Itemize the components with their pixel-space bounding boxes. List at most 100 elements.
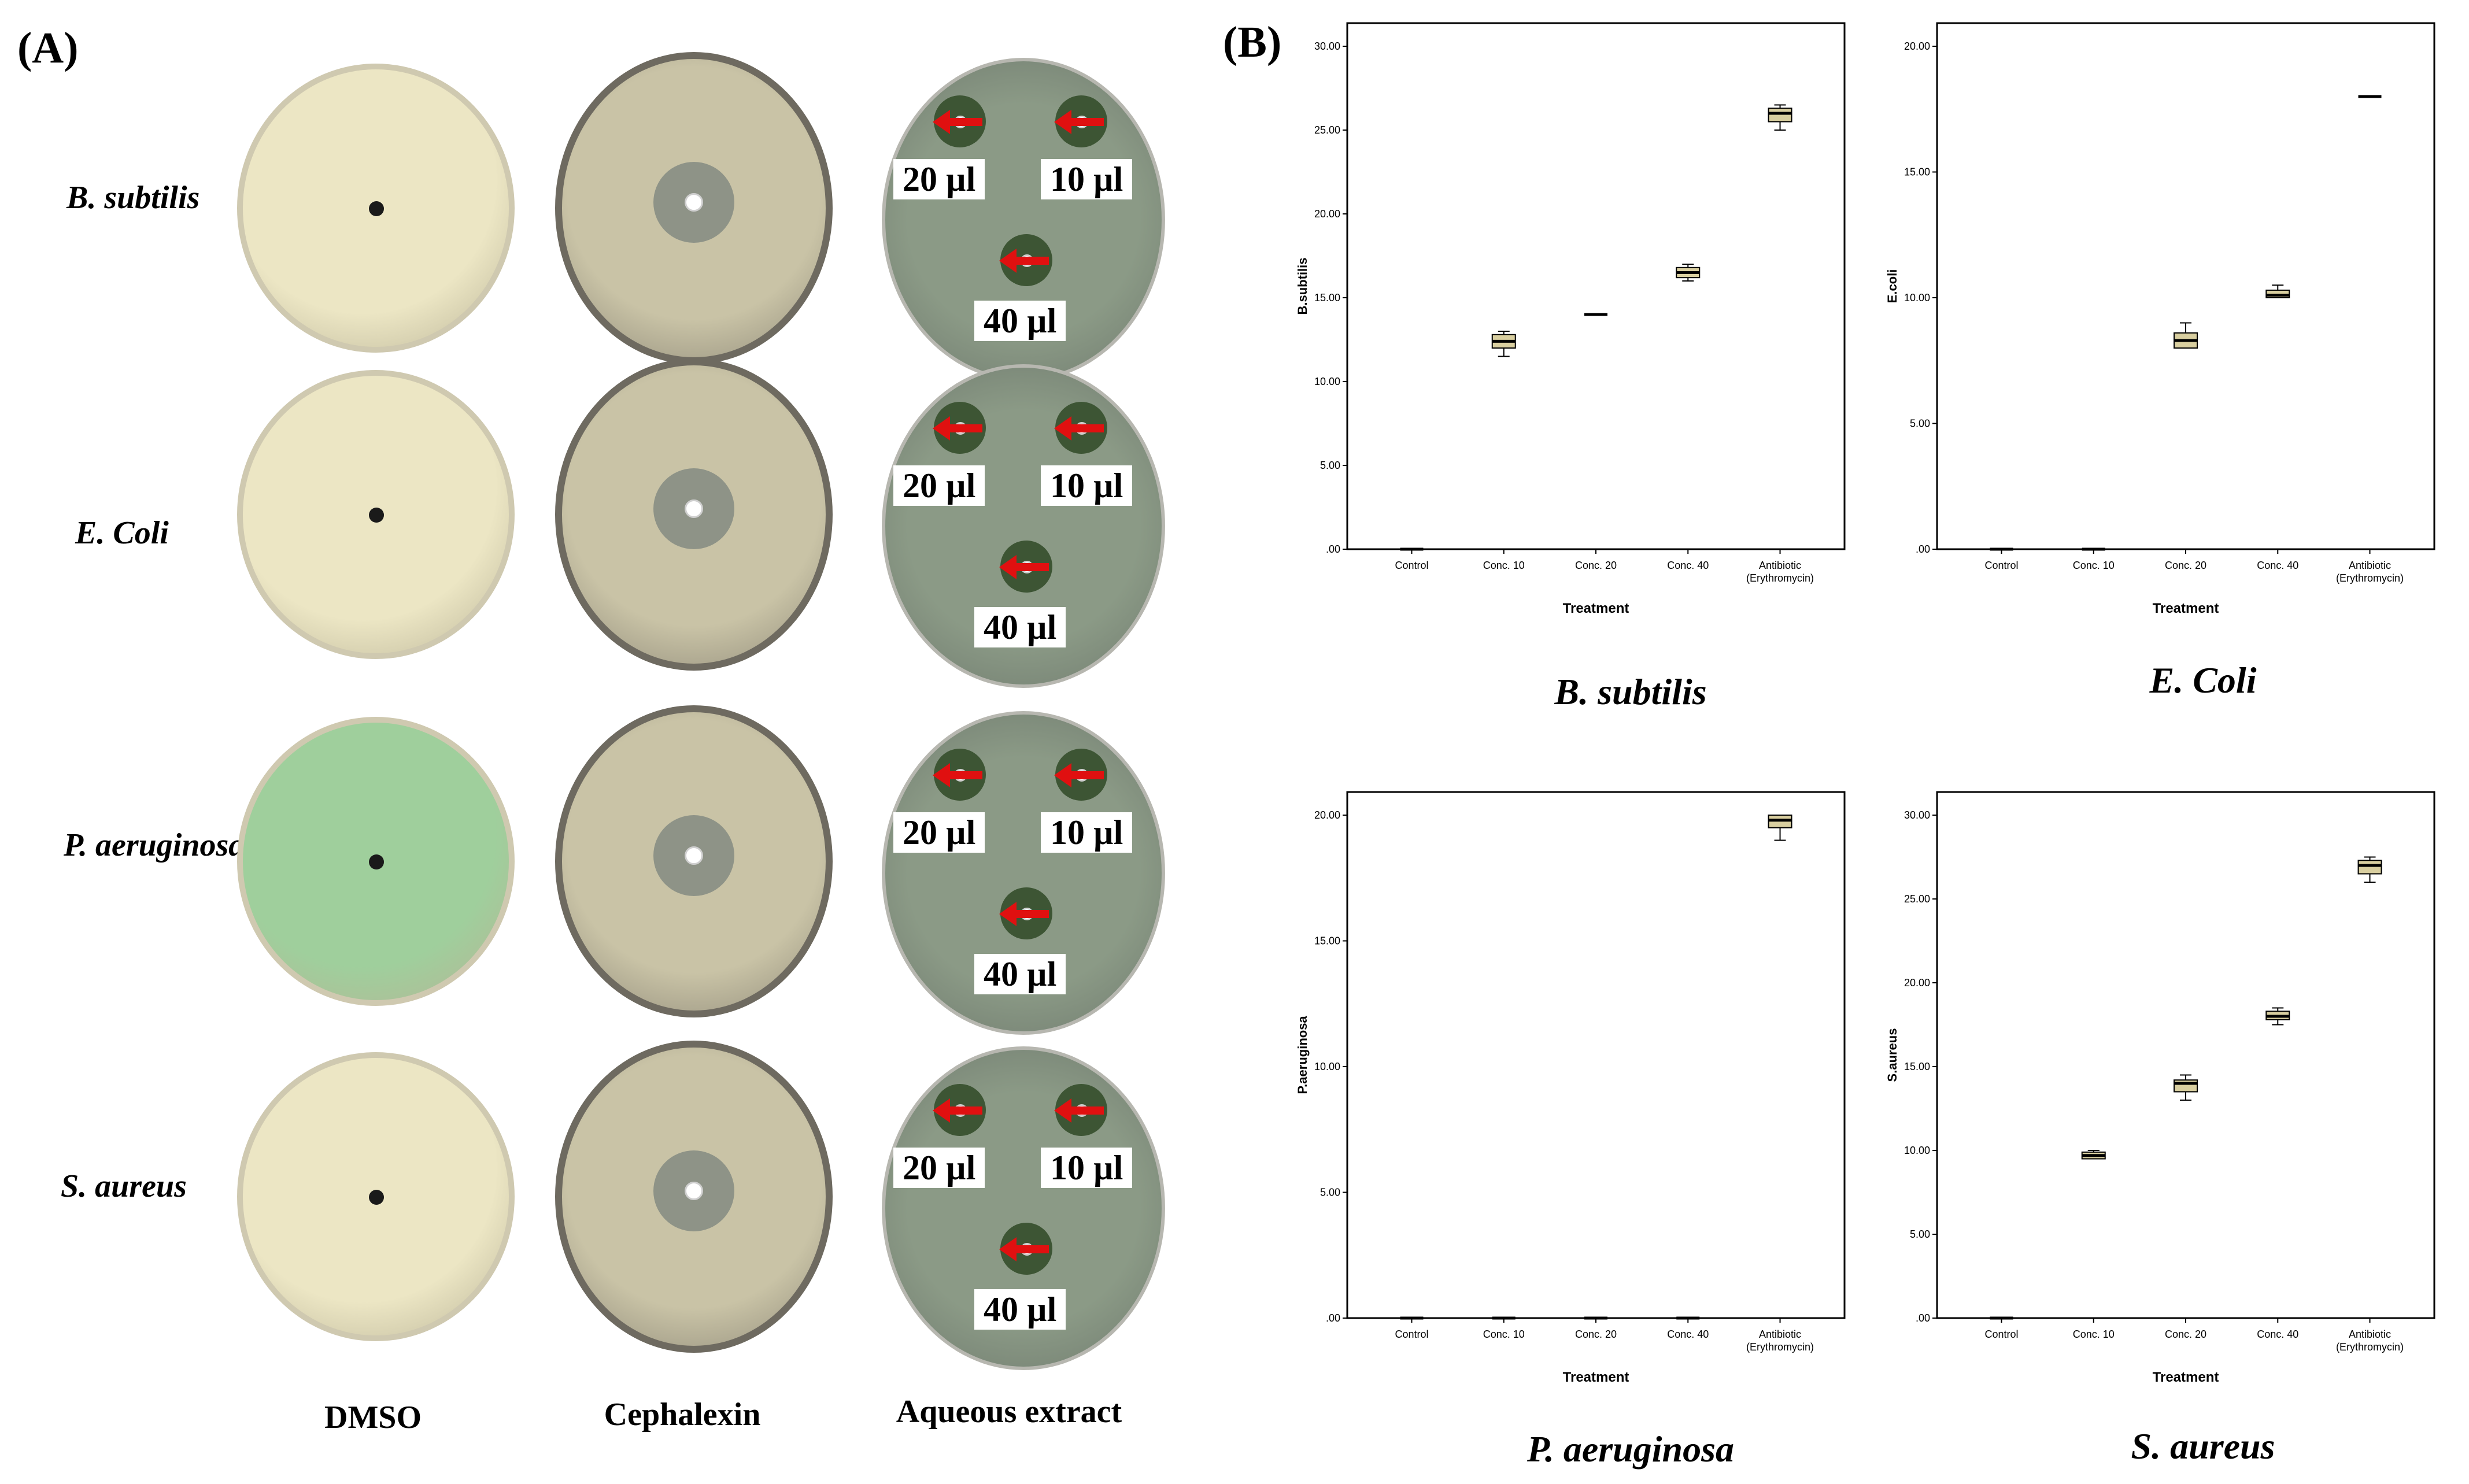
x-tick-label: (Erythromycin) [2336, 572, 2404, 584]
chart-b-subtilis: .00 5.00 10.00 15.00 20.00 25.00 30.00 B.subtil… [1289, 12, 1885, 639]
plot-frame [1346, 791, 1846, 1319]
plot-frame [1936, 22, 2435, 550]
box [2174, 1079, 2198, 1093]
box [2357, 860, 2382, 875]
antibiotic-disk [685, 499, 703, 518]
y-tick-label: 15.00 [1314, 935, 1340, 947]
antibiotic-disk [685, 193, 703, 212]
chart-e-coli: .00 5.00 10.00 15.00 20.00 E.coli Control Conc.… [1879, 12, 2469, 639]
column-label-dmso: DMSO [324, 1400, 422, 1435]
volume-label: 10 µl [1041, 465, 1133, 506]
red-arrow [999, 1237, 1049, 1261]
red-arrow [933, 416, 982, 441]
red-arrow [999, 249, 1049, 273]
antibiotic-disk [685, 1182, 703, 1200]
x-axis-label: Treatment [1563, 1370, 1629, 1385]
volume-label: 10 µl [1041, 1148, 1133, 1188]
x-tick-label: Conc. 10 [2073, 1328, 2115, 1340]
y-tick-label: 10.00 [1314, 1061, 1340, 1072]
y-tick-label: 10.00 [1904, 1145, 1930, 1156]
y-tick-label: 10.00 [1314, 376, 1340, 387]
x-tick-label: (Erythromycin) [1746, 1341, 1814, 1353]
chart-title-p-aeruginosa: P. aeruginosa [1527, 1429, 1735, 1470]
y-tick-label: 15.00 [1904, 166, 1930, 178]
well [369, 854, 384, 869]
y-axis-label: P.aeruginosa [1295, 1016, 1310, 1094]
y-axis-label: E.coli [1885, 269, 1899, 304]
x-tick-label: Control [1984, 560, 2018, 571]
x-tick-label: Conc. 20 [2165, 560, 2206, 571]
x-tick-label: Conc. 40 [2257, 1328, 2298, 1340]
x-tick-label: Conc. 20 [1575, 560, 1617, 571]
x-tick-label: Conc. 10 [2073, 560, 2115, 571]
red-arrow [1054, 416, 1104, 441]
volume-label: 20 µl [893, 1148, 985, 1188]
chart-s-aureus: .00 5.00 10.00 15.00 20.00 25.00 30.00 S.aureus… [1879, 780, 2469, 1408]
column-label-cephalexin: Cephalexin [604, 1397, 761, 1433]
box [1768, 108, 1792, 123]
y-tick-label: 5.00 [1320, 1187, 1340, 1198]
volume-label: 10 µl [1041, 812, 1133, 853]
x-tick-label: (Erythromycin) [1746, 572, 1814, 584]
y-tick-label: 5.00 [1910, 418, 1930, 430]
y-tick-label: 30.00 [1904, 809, 1930, 821]
chart-title-b-subtilis: B. subtilis [1554, 671, 1707, 712]
volume-label: 20 µl [893, 159, 985, 199]
row-label-e-coli: E. Coli [75, 515, 169, 551]
red-arrow [1054, 1098, 1104, 1123]
volume-label: 40 µl [974, 1289, 1066, 1330]
chart-p-aeruginosa: .00 5.00 10.00 15.00 20.00 P.aeruginosa Contro… [1289, 780, 1885, 1408]
volume-label: 40 µl [974, 954, 1066, 994]
volume-label: 10 µl [1041, 159, 1133, 199]
x-tick-label: Conc. 40 [1667, 1328, 1709, 1340]
y-tick-label: 15.00 [1904, 1061, 1930, 1072]
y-tick-label: 20.00 [1314, 208, 1340, 220]
red-arrow [933, 1098, 982, 1123]
y-tick-label: .00 [1326, 543, 1340, 555]
y-tick-label: 15.00 [1314, 292, 1340, 304]
row-label-s-aureus: S. aureus [61, 1168, 187, 1204]
row-label-p-aeruginosa: P. aeruginosa [64, 827, 245, 863]
x-tick-label: Conc. 20 [2165, 1328, 2206, 1340]
chart-title-s-aureus: S. aureus [2131, 1426, 2275, 1467]
x-tick-label: Conc. 10 [1483, 560, 1525, 571]
y-tick-label: 5.00 [1320, 460, 1340, 471]
x-tick-label: Control [1395, 560, 1428, 571]
red-arrow [1054, 110, 1104, 134]
y-tick-label: 25.00 [1904, 893, 1930, 905]
x-tick-label: Control [1984, 1328, 2018, 1340]
well [369, 508, 384, 523]
red-arrow [999, 902, 1049, 926]
x-tick-label: (Erythromycin) [2336, 1341, 2404, 1353]
antibiotic-disk [685, 846, 703, 865]
y-axis-label: B.subtilis [1295, 257, 1310, 314]
y-tick-label: 20.00 [1904, 40, 1930, 52]
x-axis-label: Treatment [2153, 601, 2219, 616]
y-tick-label: 20.00 [1904, 977, 1930, 989]
dmso-plate [237, 64, 515, 353]
red-arrow [1054, 763, 1104, 787]
x-axis-label: Treatment [1563, 601, 1629, 616]
dmso-plate [237, 370, 515, 659]
y-axis-label: S.aureus [1885, 1028, 1899, 1082]
y-tick-label: .00 [1916, 1312, 1930, 1324]
panel-a-tag: (A) [17, 24, 79, 72]
x-tick-label: Antibiotic [1759, 1328, 1801, 1340]
x-tick-label: Conc. 10 [1483, 1328, 1525, 1340]
column-label-aqueous-extract: Aqueous extract [896, 1394, 1122, 1430]
x-axis-label: Treatment [2153, 1370, 2219, 1385]
volume-label: 40 µl [974, 607, 1066, 647]
volume-label: 20 µl [893, 465, 985, 506]
y-tick-label: 25.00 [1314, 124, 1340, 136]
y-tick-label: 20.00 [1314, 809, 1340, 821]
x-tick-label: Antibiotic [1759, 560, 1801, 571]
panel-b-tag: (B) [1223, 18, 1282, 66]
row-label-b-subtilis: B. subtilis [66, 180, 200, 216]
well [369, 1190, 384, 1205]
x-tick-label: Control [1395, 1328, 1428, 1340]
x-tick-label: Conc. 40 [2257, 560, 2298, 571]
y-tick-label: 30.00 [1314, 40, 1340, 52]
volume-label: 40 µl [974, 301, 1066, 341]
red-arrow [933, 763, 982, 787]
chart-title-e-coli: E. Coli [2149, 660, 2257, 701]
